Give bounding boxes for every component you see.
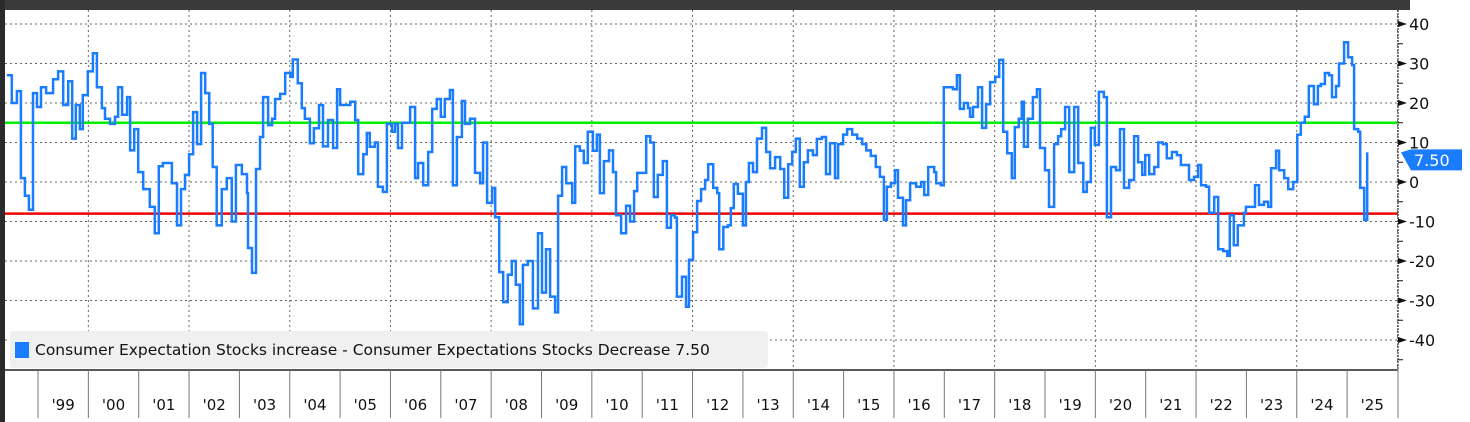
- x-tick-label: '08: [505, 396, 528, 414]
- x-tick-label: '22: [1210, 396, 1233, 414]
- y-major-tick: [1398, 258, 1407, 264]
- y-major-tick: [1398, 218, 1407, 225]
- x-tick-label: '03: [253, 396, 276, 414]
- x-tick-label: '20: [1109, 396, 1132, 414]
- x-tick-label: '16: [908, 396, 931, 414]
- y-tick-label: -10: [1409, 213, 1435, 232]
- x-tick-label: '18: [1008, 396, 1031, 414]
- x-tick-label: '14: [807, 396, 830, 414]
- y-tick-label: 20: [1409, 94, 1429, 113]
- y-tick-label: -30: [1409, 292, 1435, 311]
- y-major-tick: [1398, 139, 1407, 146]
- legend-label: Consumer Expectation Stocks increase - C…: [35, 340, 710, 359]
- y-major-tick: [1398, 179, 1407, 185]
- y-tick-label: 0: [1409, 173, 1419, 192]
- series-line: [6, 40, 1369, 326]
- x-axis: '99 '00 '01 '02 '03 '04 '05 '06 '07 '08 '09 '10 '11 '…: [5, 369, 1399, 418]
- y-tick-label: -40: [1409, 331, 1435, 350]
- x-tick-label: '15: [857, 396, 880, 414]
- x-tick-label: '23: [1260, 396, 1283, 414]
- x-tick-label: '12: [706, 396, 729, 414]
- x-tick-label: '05: [354, 396, 377, 414]
- x-tick-label: '04: [303, 396, 326, 414]
- y-tick-label: 10: [1409, 134, 1429, 153]
- x-tick-label: '02: [203, 396, 226, 414]
- x-tick-label: '10: [605, 396, 628, 414]
- x-tick-label: '06: [404, 396, 427, 414]
- legend: Consumer Expectation Stocks increase - C…: [10, 331, 768, 368]
- last-value-tag: 7.50: [1401, 149, 1462, 171]
- x-tick-label: '01: [152, 396, 175, 414]
- y-axis: 40 30 20 10 0 -10 -20 -30 -40: [1397, 10, 1435, 370]
- last-value-tag-text: 7.50: [1414, 151, 1450, 170]
- y-major-tick: [1398, 60, 1407, 67]
- series-layer: [6, 40, 1369, 326]
- y-tick-label: 40: [1409, 15, 1429, 34]
- last-value-tag-shape: [1401, 149, 1462, 171]
- x-tick-label: '25: [1361, 396, 1384, 414]
- x-tick-label: '24: [1310, 396, 1333, 414]
- left-frame-bar: [0, 0, 5, 422]
- x-tick-label: '00: [102, 396, 125, 414]
- x-tick-label: '09: [555, 396, 578, 414]
- y-major-tick: [1398, 337, 1407, 343]
- top-frame-bar: [0, 0, 1410, 10]
- x-tick-label: '19: [1059, 396, 1082, 414]
- y-major-tick: [1398, 21, 1407, 27]
- x-tick-label: '13: [756, 396, 779, 414]
- legend-swatch: [15, 341, 29, 358]
- x-tick-label: '21: [1159, 396, 1182, 414]
- y-tick-label: -20: [1409, 252, 1435, 271]
- reference-lines: [5, 121, 1398, 215]
- x-tick-label: '07: [454, 396, 477, 414]
- x-tick-label: '11: [656, 396, 679, 414]
- y-tick-label: 30: [1409, 55, 1429, 74]
- y-major-tick: [1398, 100, 1407, 106]
- x-tick-label: '99: [52, 396, 75, 414]
- x-tick-label: '17: [958, 396, 981, 414]
- y-major-tick: [1398, 297, 1407, 304]
